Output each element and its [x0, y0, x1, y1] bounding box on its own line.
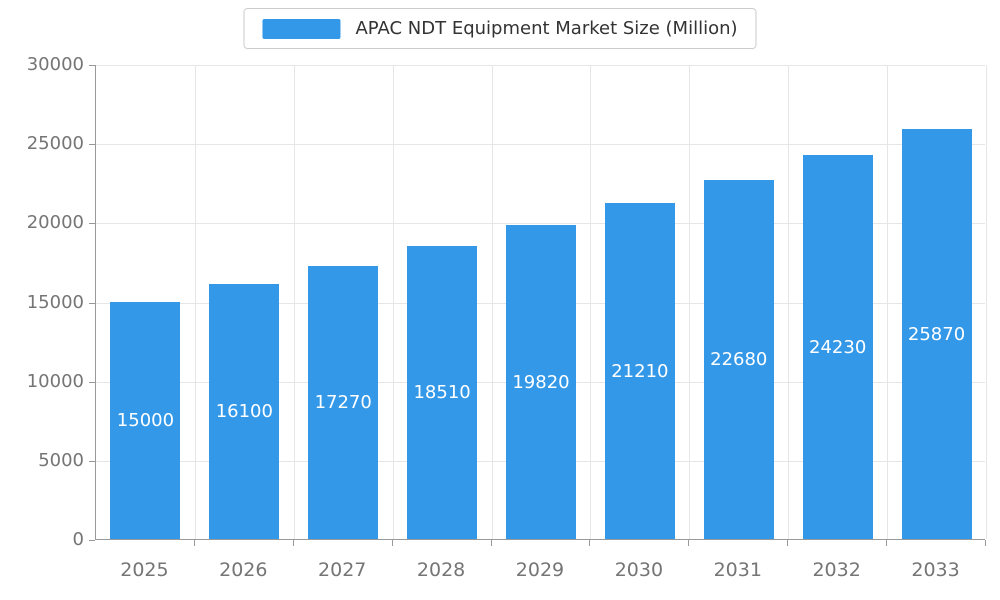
- y-axis-label: 15000: [26, 291, 84, 313]
- x-axis-tick: [391, 540, 393, 546]
- y-axis-tick: [89, 381, 95, 383]
- x-axis-tick: [292, 540, 294, 546]
- bar-2033[interactable]: 25870: [901, 129, 972, 539]
- bar-2026[interactable]: 16100: [209, 284, 280, 539]
- bar-value-label: 16100: [215, 401, 273, 423]
- x-axis-tick: [688, 540, 690, 546]
- bar-2029[interactable]: 19820: [506, 225, 576, 539]
- y-axis-tick: [89, 460, 95, 462]
- gridline-vertical: [986, 65, 987, 539]
- gridline-vertical: [788, 65, 790, 539]
- bar-value-label: 22680: [710, 348, 768, 370]
- y-axis-tick: [89, 144, 95, 146]
- y-axis-tick: [89, 65, 95, 66]
- x-axis-label: 2027: [318, 559, 367, 581]
- x-axis-tick: [787, 540, 789, 546]
- gridline-horizontal: [96, 65, 985, 66]
- bar-value-label: 24230: [809, 336, 867, 358]
- y-axis-label: 20000: [26, 212, 84, 234]
- x-axis-label: 2032: [812, 559, 861, 581]
- y-axis-label: 30000: [26, 54, 84, 75]
- x-axis-label: 2025: [120, 559, 169, 581]
- legend[interactable]: APAC NDT Equipment Market Size (Million): [243, 8, 757, 49]
- gridline-vertical: [887, 65, 889, 539]
- bar-2031[interactable]: 22680: [703, 179, 774, 539]
- y-axis-label: 10000: [26, 370, 84, 392]
- x-axis-label: 2030: [614, 559, 664, 581]
- x-axis-label: 2029: [515, 559, 565, 581]
- bar-value-label: 19820: [512, 371, 570, 393]
- y-axis-tick: [89, 223, 95, 225]
- gridline-vertical: [689, 65, 691, 539]
- y-axis-tick: [89, 302, 95, 304]
- bar-value-label: 21210: [611, 360, 669, 382]
- gridline-vertical: [392, 65, 394, 539]
- bar-2025[interactable]: 15000: [110, 301, 181, 539]
- x-axis-label: 2026: [219, 559, 268, 581]
- bar-value-label: 18510: [413, 381, 471, 403]
- bar-2032[interactable]: 24230: [802, 155, 873, 539]
- gridline-vertical: [590, 65, 592, 539]
- x-axis-tick: [886, 540, 888, 546]
- gridline-vertical: [194, 65, 196, 539]
- x-axis-label: 2033: [911, 559, 960, 581]
- x-axis-tick: [589, 540, 591, 546]
- y-axis-label: 5000: [38, 449, 84, 471]
- x-axis-tick: [985, 540, 986, 546]
- gridline-vertical: [293, 65, 295, 539]
- y-axis-label: 0: [72, 529, 84, 550]
- x-axis-tick: [490, 540, 492, 546]
- y-axis-label: 25000: [26, 133, 84, 155]
- x-axis-label: 2028: [416, 559, 466, 581]
- plot-area: 15000 16100 17270 18510 19820 21210 22680 24230…: [95, 65, 987, 540]
- bar-value-label: 17270: [314, 391, 372, 413]
- bar-2027[interactable]: 17270: [308, 265, 379, 539]
- legend-swatch-icon: [262, 18, 341, 39]
- y-axis-tick: [89, 540, 95, 541]
- gridline-vertical: [491, 65, 493, 539]
- bar-value-label: 15000: [116, 409, 175, 431]
- x-axis-label: 2031: [713, 559, 762, 581]
- bar-2028[interactable]: 18510: [407, 245, 478, 539]
- legend-label: APAC NDT Equipment Market Size (Million): [355, 18, 738, 39]
- gridline-horizontal: [96, 223, 985, 225]
- gridline-horizontal: [96, 144, 985, 146]
- bar-2030[interactable]: 21210: [604, 203, 675, 539]
- bar-value-label: 25870: [907, 323, 966, 345]
- x-axis-tick: [193, 540, 195, 546]
